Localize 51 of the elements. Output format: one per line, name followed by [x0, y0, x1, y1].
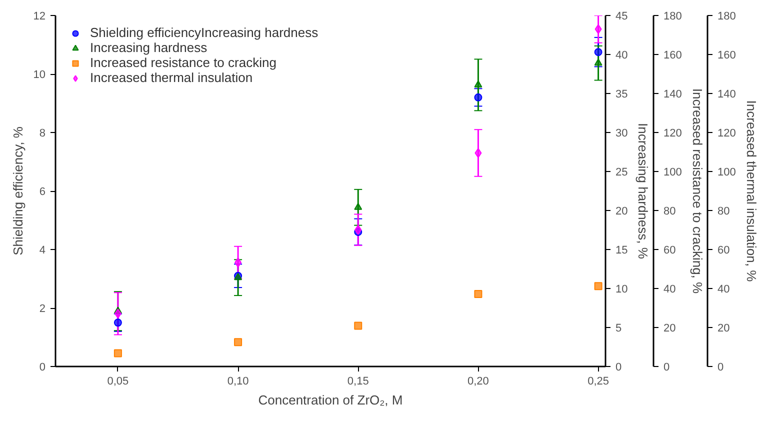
y2-tick-label: 0: [616, 362, 622, 374]
x-tick-label: 0,05: [107, 376, 129, 388]
y-tick-label: 10: [33, 69, 46, 81]
text: 20: [718, 322, 730, 334]
y3-tick-label: 180: [664, 10, 682, 22]
legend-label: Increased resistance to cracking: [90, 55, 276, 70]
y3-tick-label: 20: [664, 322, 676, 334]
x-tick-label: 0,25: [588, 376, 610, 388]
y2-tick-label: 15: [616, 244, 628, 256]
text: 140: [718, 88, 736, 100]
y2-tick-label: 40: [616, 50, 628, 62]
legend-label: Increased thermal insulation: [90, 70, 253, 85]
text: 40: [718, 284, 730, 296]
y3-tick-label: 120: [664, 128, 682, 140]
x-tick-label: 0,10: [227, 376, 249, 388]
y3-tick-label: 100: [664, 166, 682, 178]
text: 180: [718, 10, 736, 22]
y2-tick-label: 25: [616, 166, 628, 178]
y-tick-label: 0: [39, 362, 46, 374]
y2-tick-label: 5: [616, 322, 622, 334]
y3-tick-label: 60: [664, 244, 676, 256]
y3-tick-label: 0: [664, 362, 670, 374]
y3-tick-label: 80: [664, 206, 676, 218]
legend-label: Increasing hardness: [90, 40, 208, 55]
y-tick-label: 12: [33, 10, 46, 22]
text: 120: [718, 128, 736, 140]
y-axis-title: Shielding efficiency, %: [10, 126, 26, 256]
text: 0: [718, 362, 724, 374]
text: Increased thermal insulation, %: [744, 100, 759, 282]
y2-tick-label: 45: [616, 10, 628, 22]
y2-tick-label: 35: [616, 88, 628, 100]
y-tick-label: 4: [39, 244, 46, 256]
text: 160: [718, 50, 736, 62]
text: 100: [718, 166, 736, 178]
y2-tick-label: 30: [616, 128, 628, 140]
x-tick-label: 0,20: [468, 376, 489, 388]
y2-axis-title: Increasing hardness, %: [636, 123, 651, 260]
y3-axis-title: Increased resistance to cracking, %: [690, 88, 705, 294]
y-tick-label: 6: [39, 186, 46, 198]
y-tick-label: 2: [39, 303, 46, 315]
y-tick-label: 8: [39, 128, 46, 140]
x-tick-label: 0,15: [347, 376, 369, 388]
y2-tick-label: 10: [616, 284, 628, 296]
y3-tick-label: 40: [664, 284, 676, 296]
legend-label: Shielding efficiencyIncreasing hardness: [90, 25, 318, 40]
y3-tick-label: 140: [664, 88, 682, 100]
text: 80: [718, 206, 730, 218]
x-axis-title: Concentration of ZrO₂, M: [258, 392, 403, 408]
y2-tick-label: 20: [616, 206, 628, 218]
text: 60: [718, 244, 730, 256]
y3-tick-label: 160: [664, 50, 682, 62]
